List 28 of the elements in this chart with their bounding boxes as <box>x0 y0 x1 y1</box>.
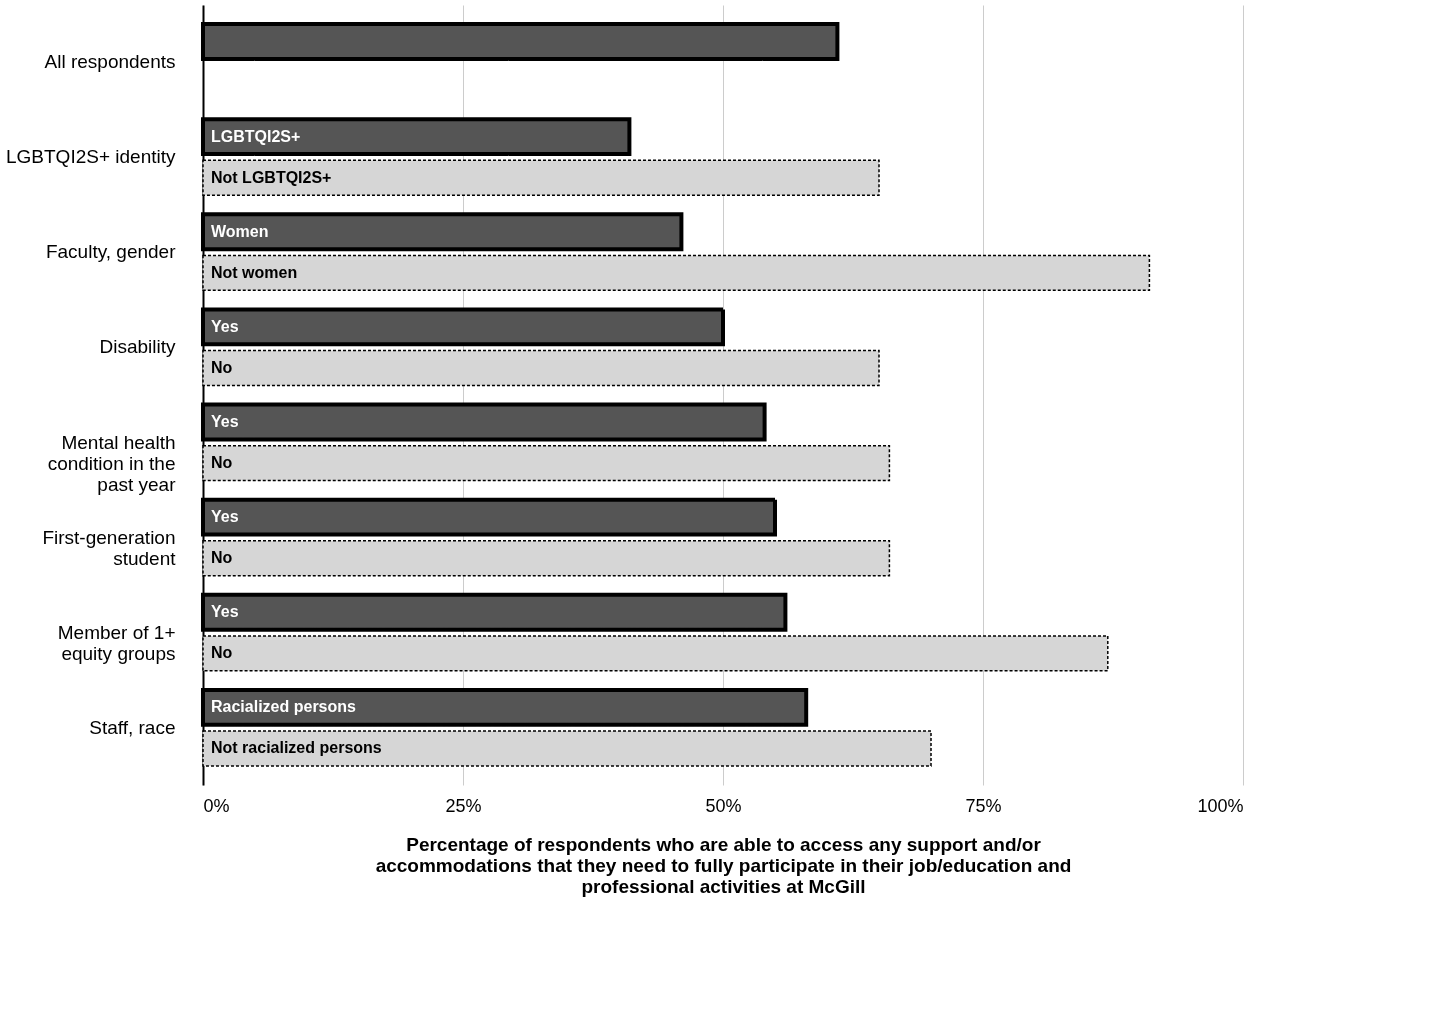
y-tick-label: LGBTQI2S+ identity <box>6 146 176 168</box>
data-label: Women <box>211 222 269 240</box>
data-label: Not LGBTQI2S+ <box>211 168 332 186</box>
x-tick-label: 0% <box>203 795 230 816</box>
x-axis-title: Percentage of respondents who are able to access any support and/or accommodations that they need to fully participate in their job/education and professional activities at McGill <box>375 833 1072 897</box>
y-tick-label: All respondents <box>44 51 176 73</box>
data-label: Yes <box>211 412 239 430</box>
data-label: No <box>211 359 233 377</box>
data-label: Yes <box>211 603 239 621</box>
data-label: No <box>211 454 233 472</box>
x-tick-label: 100% <box>1197 795 1244 816</box>
data-label: No <box>211 644 233 662</box>
data-label: Not racialized persons <box>211 739 382 757</box>
y-tick-label: Staff, race <box>89 716 176 738</box>
x-tick-label: 75% <box>965 795 1002 816</box>
y-tick-label: First-generation student <box>42 526 177 569</box>
y-tick-label: Mental health condition in the past year <box>47 431 177 495</box>
data-label: Yes <box>211 317 239 335</box>
data-label: Yes <box>211 508 239 526</box>
data-label: Racialized persons <box>211 698 357 716</box>
data-label: LGBTQI2S+ <box>211 127 301 145</box>
data-label: No <box>211 549 233 567</box>
y-tick-label: Member of 1+ equity groups <box>57 621 176 664</box>
x-tick-label: 50% <box>705 795 742 816</box>
y-tick-label: Faculty, gender <box>45 241 177 263</box>
x-tick-label: 25% <box>445 795 482 816</box>
y-tick-label: Disability <box>99 336 176 358</box>
data-label: Not women <box>211 263 298 281</box>
